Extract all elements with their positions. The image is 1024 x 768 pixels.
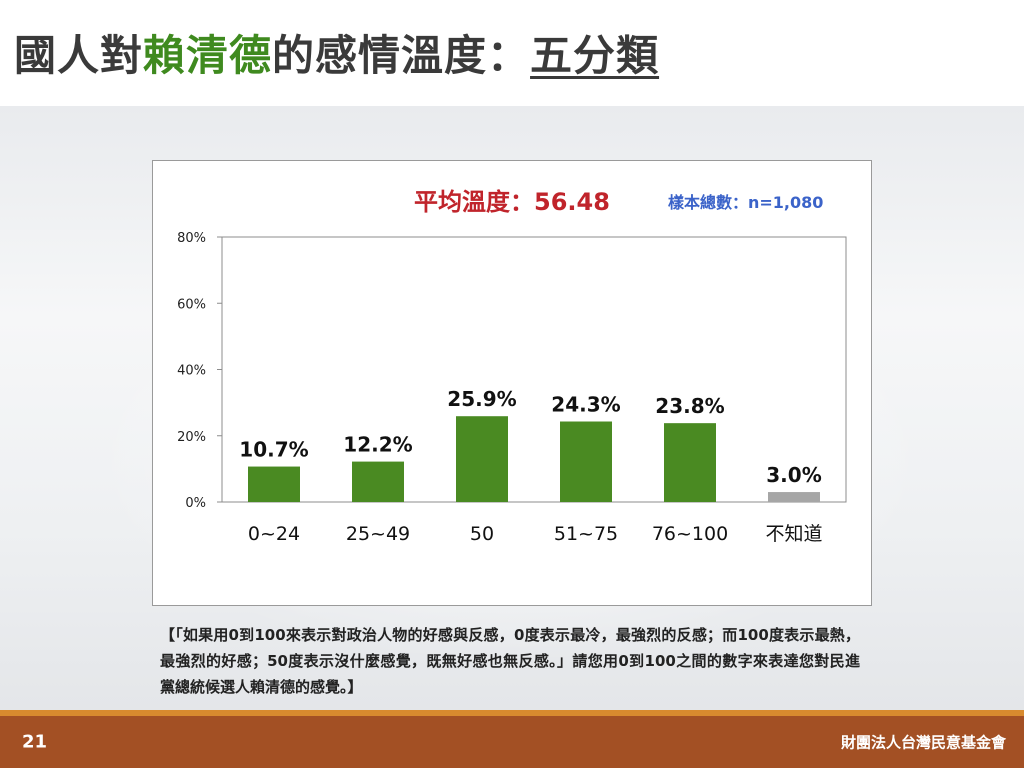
page-title: 國人對賴清德的感情溫度：五分類	[14, 22, 659, 83]
y-tick-label: 40%	[177, 364, 206, 379]
y-tick-label: 0%	[185, 496, 206, 511]
data-label: 23.8%	[655, 394, 724, 418]
bar	[768, 492, 820, 502]
data-label: 24.3%	[551, 393, 620, 417]
category-label: 25~49	[346, 523, 410, 545]
bar	[560, 421, 612, 502]
data-label: 10.7%	[239, 438, 308, 462]
survey-question-note: 【「如果用0到100來表示對政治人物的好感與反感，0度表示最冷，最強烈的反感；而…	[160, 626, 860, 696]
average-temperature: 平均溫度：56.48	[414, 188, 610, 216]
data-label: 12.2%	[343, 433, 412, 457]
bar	[248, 466, 300, 502]
plot-area-frame	[221, 236, 847, 503]
category-label: 51~75	[554, 523, 618, 545]
y-tick-label: 80%	[177, 231, 206, 246]
data-label: 25.9%	[447, 387, 516, 411]
sample-size: 樣本總數：n=1,080	[668, 193, 824, 212]
title-part-3: 的感情溫度：	[272, 31, 531, 80]
bar	[352, 461, 404, 502]
footer-bar: 21 財團法人台灣民意基金會	[0, 710, 1024, 768]
page-number: 21	[22, 731, 48, 753]
y-tick-label: 60%	[177, 297, 206, 312]
y-tick-label: 20%	[177, 430, 206, 445]
bar	[664, 423, 716, 502]
category-label: 0~24	[248, 523, 300, 545]
title-bar: 國人對賴清德的感情溫度：五分類	[0, 0, 1024, 106]
data-label: 3.0%	[766, 463, 821, 487]
category-label: 76~100	[652, 523, 728, 545]
category-label: 50	[470, 523, 494, 545]
organization-name: 財團法人台灣民意基金會	[840, 733, 1006, 752]
chart-panel	[152, 160, 872, 606]
category-label: 不知道	[765, 523, 822, 545]
title-underlined: 五分類	[530, 31, 660, 80]
title-highlight-name: 賴清德	[143, 31, 273, 80]
bar	[456, 416, 508, 502]
title-part-1: 國人對	[14, 31, 144, 80]
